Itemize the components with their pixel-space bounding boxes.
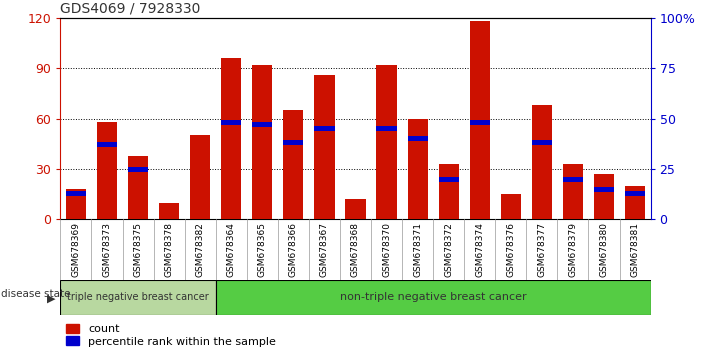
- Bar: [470, 120, 490, 125]
- Bar: [594, 174, 614, 219]
- Bar: [501, 194, 521, 219]
- Text: GSM678382: GSM678382: [196, 222, 205, 278]
- Text: GSM678378: GSM678378: [165, 222, 173, 278]
- Text: GSM678370: GSM678370: [382, 222, 391, 278]
- Bar: [128, 166, 148, 172]
- Text: GDS4069 / 7928330: GDS4069 / 7928330: [60, 1, 201, 15]
- Bar: [563, 177, 583, 182]
- Bar: [221, 58, 241, 219]
- Text: GSM678376: GSM678376: [506, 222, 515, 278]
- Text: ▶: ▶: [47, 294, 55, 304]
- Bar: [252, 122, 272, 127]
- Bar: [60, 280, 215, 315]
- Bar: [346, 199, 365, 219]
- Bar: [439, 164, 459, 219]
- Text: GSM678373: GSM678373: [102, 222, 112, 278]
- Bar: [252, 65, 272, 219]
- Bar: [563, 164, 583, 219]
- Text: GSM678374: GSM678374: [475, 222, 484, 278]
- Bar: [470, 21, 490, 219]
- Bar: [314, 126, 335, 131]
- Bar: [314, 75, 335, 219]
- Text: GSM678366: GSM678366: [289, 222, 298, 278]
- Text: non-triple negative breast cancer: non-triple negative breast cancer: [340, 292, 526, 302]
- Text: GSM678369: GSM678369: [72, 222, 80, 278]
- Bar: [97, 122, 117, 219]
- Bar: [376, 126, 397, 131]
- Text: GSM678364: GSM678364: [227, 222, 236, 278]
- Bar: [625, 186, 645, 219]
- Bar: [532, 105, 552, 219]
- Legend: count, percentile rank within the sample: count, percentile rank within the sample: [66, 324, 276, 347]
- Text: GSM678377: GSM678377: [538, 222, 546, 278]
- Text: GSM678372: GSM678372: [444, 222, 453, 278]
- Bar: [215, 280, 651, 315]
- Bar: [625, 191, 645, 196]
- Bar: [407, 136, 428, 141]
- Bar: [159, 202, 179, 219]
- Text: GSM678368: GSM678368: [351, 222, 360, 278]
- Text: GSM678367: GSM678367: [320, 222, 329, 278]
- Bar: [532, 140, 552, 145]
- Bar: [407, 119, 428, 219]
- Bar: [221, 120, 241, 125]
- Bar: [190, 135, 210, 219]
- Bar: [66, 189, 86, 219]
- Bar: [594, 187, 614, 192]
- Bar: [66, 191, 86, 196]
- Bar: [376, 65, 397, 219]
- Bar: [439, 177, 459, 182]
- Text: GSM678375: GSM678375: [134, 222, 143, 278]
- Text: GSM678371: GSM678371: [413, 222, 422, 278]
- Bar: [283, 140, 304, 145]
- Text: disease state: disease state: [1, 289, 71, 299]
- Bar: [97, 142, 117, 147]
- Text: GSM678380: GSM678380: [599, 222, 609, 278]
- Text: GSM678381: GSM678381: [631, 222, 639, 278]
- Text: triple negative breast cancer: triple negative breast cancer: [68, 292, 209, 302]
- Bar: [128, 156, 148, 219]
- Bar: [283, 110, 304, 219]
- Text: GSM678379: GSM678379: [568, 222, 577, 278]
- Text: GSM678365: GSM678365: [258, 222, 267, 278]
